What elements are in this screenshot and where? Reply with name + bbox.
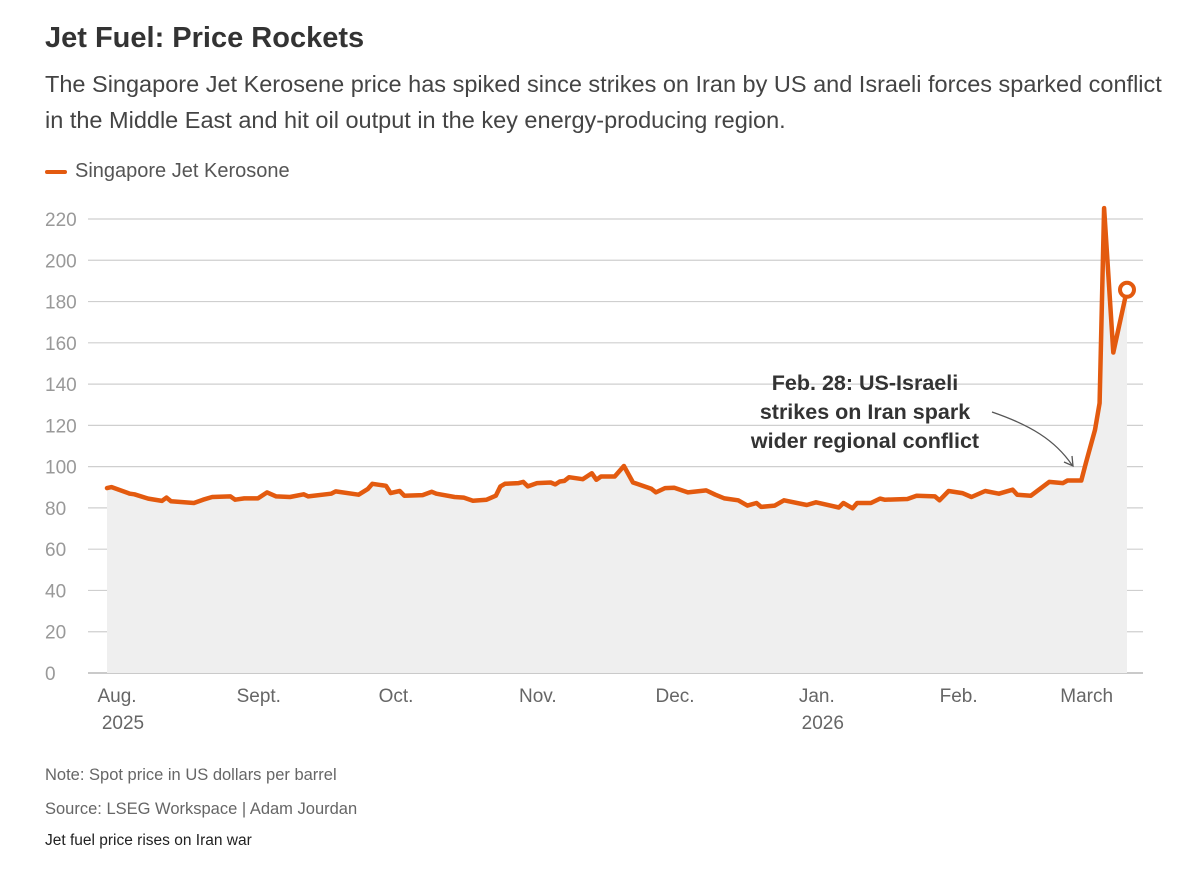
x-tick-year: 2025 [102, 713, 144, 734]
y-tick-label: 180 [45, 293, 77, 314]
chart-subtitle: The Singapore Jet Kerosene price has spi… [45, 71, 1162, 133]
note: Note: Spot price in US dollars per barre… [45, 766, 337, 784]
x-tick-label: March [1060, 686, 1113, 707]
x-tick-year: 2026 [802, 713, 844, 734]
y-tick-label: 100 [45, 458, 77, 479]
y-tick-label: 0 [45, 664, 56, 685]
y-tick-label: 160 [45, 334, 77, 355]
series-line [104, 205, 1130, 511]
annotation: Feb. 28: US-Israeli strikes on Iran spark… [750, 371, 1074, 468]
y-tick-label: 20 [45, 623, 66, 644]
caption: Jet fuel price rises on Iran war [45, 832, 252, 849]
annotation-arrowhead [1063, 455, 1074, 468]
x-tick-label: Aug. [97, 686, 136, 707]
x-tick-label: Sept. [237, 686, 281, 707]
chart-title: Jet Fuel: Price Rockets [45, 22, 365, 54]
y-tick-label: 80 [45, 499, 66, 520]
legend-label: Singapore Jet Kerosone [75, 160, 290, 182]
last-point-marker [1118, 280, 1136, 299]
annotation-arrow [991, 411, 1073, 466]
y-tick-label: 200 [45, 251, 77, 272]
legend-swatch [45, 169, 67, 174]
area-fill [107, 208, 1127, 673]
y-tick-label: 220 [45, 210, 77, 231]
x-tick-label: Nov. [519, 686, 557, 707]
y-tick-label: 120 [45, 416, 77, 437]
x-tick-label: Dec. [655, 686, 694, 707]
y-tick-label: 40 [45, 581, 66, 602]
x-tick-label: Feb. [940, 686, 978, 707]
y-tick-label: 140 [45, 375, 77, 396]
y-tick-label: 60 [45, 540, 66, 561]
annotation-line: Feb. 28: US-Israeli [772, 371, 958, 395]
x-tick-label: Jan. [799, 686, 835, 707]
annotation-line: strikes on Iran spark [760, 400, 970, 424]
annotation-line: wider regional conflict [750, 429, 979, 453]
x-tick-label: Oct. [379, 686, 414, 707]
source: Source: LSEG Workspace | Adam Jourdan [45, 800, 358, 818]
legend: Singapore Jet Kerosone [45, 160, 290, 183]
